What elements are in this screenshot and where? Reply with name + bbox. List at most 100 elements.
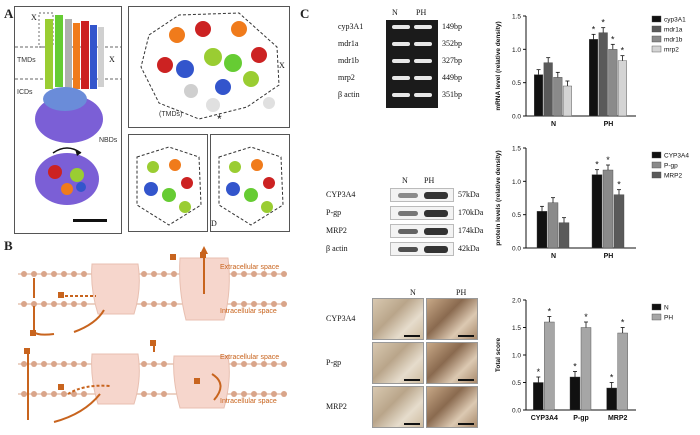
y-tick-label: 0.0	[512, 114, 521, 121]
legend-label: MRP2	[664, 173, 682, 180]
bar	[547, 202, 559, 249]
ihc-scale-bar	[458, 335, 474, 337]
y-axis-label: mRNA level (relative density)	[495, 21, 502, 110]
legend-swatch	[651, 161, 662, 169]
bar	[569, 376, 581, 411]
significance-mark: *	[621, 318, 625, 328]
legend-label: mrp2	[664, 47, 679, 54]
gel-row-label: β actin	[338, 90, 360, 99]
scale-bar	[73, 219, 107, 222]
gel-row-size: 351bp	[442, 90, 462, 99]
x-tick-label: P-gp	[573, 415, 589, 422]
bar	[608, 49, 618, 117]
gel-band-ph	[414, 76, 432, 80]
bar	[536, 211, 548, 249]
significance-mark: *	[548, 307, 552, 317]
bar	[534, 74, 544, 117]
wb-band-ph	[424, 210, 448, 217]
x-tick-label: PH	[604, 253, 614, 260]
bar	[533, 382, 544, 411]
gel-row-size: 149bp	[442, 22, 462, 31]
legend-swatch	[651, 151, 662, 159]
ihc-row-label: MRP2	[326, 402, 347, 411]
y-tick-label: 0.5	[512, 212, 521, 219]
legend-swatch	[651, 313, 662, 321]
significance-mark: *	[606, 155, 610, 165]
gel-row-label: cyp3A1	[338, 22, 364, 31]
significance-mark: *	[584, 312, 588, 322]
western-blot-panel: N PH CYP3A4 57kDa P-gp 170kDa MRP2 174kDa β ac…	[306, 176, 496, 264]
gel-band-ph	[414, 93, 432, 97]
gel-band-n	[392, 42, 410, 46]
bar	[553, 77, 563, 117]
wb-band-n	[398, 211, 418, 216]
y-tick-label: 1.0	[512, 353, 521, 360]
bar	[544, 321, 555, 411]
significance-mark: *	[537, 367, 541, 377]
wb-band-n	[398, 229, 418, 234]
significance-mark: *	[595, 160, 599, 170]
legend-label: cyp3A1	[664, 17, 686, 24]
y-tick-label: 0.0	[512, 408, 521, 415]
gel-header-n: N	[392, 8, 398, 17]
panel-b-diagram: Extracellular space Intracellular space …	[14, 244, 290, 430]
ihc-image-n	[372, 298, 424, 340]
ihc-row-label: CYP3A4	[326, 314, 356, 323]
legend-swatch	[651, 15, 662, 23]
transporter-side-view	[15, 12, 121, 222]
ihc-image-ph	[426, 342, 478, 384]
x-label-top: X	[31, 13, 37, 22]
ihc-image-ph	[426, 298, 478, 340]
panel-c-label: C	[300, 6, 310, 21]
ihc-scale-bar	[458, 379, 474, 381]
gel-row-size: 352bp	[442, 39, 462, 48]
wb-band-ph	[424, 192, 448, 199]
chart-mrna: 0.0 0.5 1.0 1.5 mRNA level (relative density…	[495, 14, 686, 129]
panel-a-structure-box: X X TMDs ICDs NBDs	[14, 6, 122, 234]
gel-band-n	[392, 76, 410, 80]
x-tick-label: CYP3A4	[531, 415, 558, 422]
significance-mark: *	[617, 180, 621, 190]
panel-b-label: B	[4, 238, 13, 253]
chart-protein: 0.0 0.5 1.0 1.5 protein levels (relative den…	[495, 146, 689, 261]
gel-header-ph: PH	[416, 8, 427, 17]
legend-label: mdr1a	[664, 27, 683, 34]
gel-band-ph	[414, 42, 432, 46]
gel-band-ph	[414, 59, 432, 63]
y-tick-label: 2.0	[512, 298, 521, 305]
y-tick-label: 1.5	[512, 325, 521, 332]
wb-row-label: CYP3A4	[326, 190, 356, 199]
y-tick-label: 0.5	[512, 380, 521, 387]
efflux-diagram	[18, 246, 287, 423]
legend-swatch	[651, 35, 662, 43]
ihc-image-ph	[426, 386, 478, 428]
bar	[617, 60, 627, 117]
wb-row-size: 57kDa	[458, 190, 480, 199]
bar	[558, 222, 570, 249]
extracellular-label-bottom: Extracellular space	[220, 354, 280, 361]
significance-mark: *	[611, 34, 615, 44]
panel-a-top-view-box: * (TMDs) X	[128, 6, 290, 128]
wb-band-n	[398, 247, 418, 252]
bar	[589, 39, 599, 117]
intracellular-label-top: Intracellular space	[220, 308, 277, 315]
ihc-scale-bar	[404, 423, 420, 425]
transporter-top-view: *	[140, 12, 280, 126]
bar	[602, 169, 614, 249]
bar	[591, 174, 603, 249]
wb-band-n	[398, 193, 418, 198]
wb-row-size: 170kDa	[458, 208, 484, 217]
significance-mark: *	[573, 362, 577, 372]
chart-ihc-score: 0.0 0.5 1.0 1.5 2.0 Total score * * CYP3A4 * * P-gp…	[495, 298, 673, 423]
tmds-paren-label: (TMDs)	[159, 111, 183, 118]
y-tick-label: 0.0	[512, 246, 521, 253]
ihc-scale-bar	[404, 335, 420, 337]
wb-row-label: MRP2	[326, 226, 347, 235]
legend-swatch	[651, 303, 662, 311]
wb-band-ph	[424, 228, 448, 235]
bar	[580, 327, 592, 411]
d-label: D	[211, 219, 217, 228]
svg-text:*: *	[217, 112, 222, 126]
ihc-scale-bar	[458, 423, 474, 425]
x-label-right: X	[109, 55, 115, 64]
